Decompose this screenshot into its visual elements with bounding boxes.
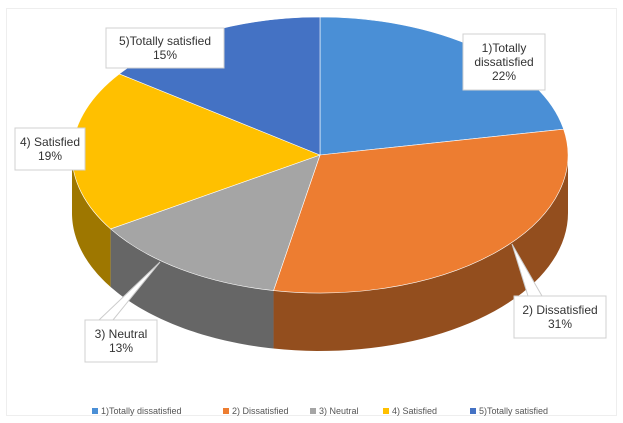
- label-category: 2) Dissatisfied: [522, 303, 597, 317]
- legend-swatch: [92, 408, 98, 414]
- legend-swatch: [383, 408, 389, 414]
- legend-swatch: [223, 408, 229, 414]
- label-value: 13%: [109, 341, 133, 355]
- callout-box: [84, 319, 158, 363]
- label-category: 4) Satisfied: [20, 135, 80, 149]
- pie-slice-3: [110, 154, 321, 291]
- legend-swatch: [470, 408, 476, 414]
- pie-side-3: [110, 228, 274, 349]
- label-category: dissatisfied: [474, 55, 533, 69]
- legend-label: 5)Totally satisfied: [479, 406, 548, 416]
- legend-item: 3) Neutral: [310, 406, 359, 416]
- callout-box: [513, 295, 607, 339]
- pie-side-2: [273, 155, 568, 351]
- legend-label: 3) Neutral: [319, 406, 359, 416]
- pie-slice-2: [273, 128, 569, 294]
- label-value: 19%: [38, 149, 62, 163]
- legend-label: 1)Totally dissatisfied: [101, 406, 182, 416]
- legend-swatch: [310, 408, 316, 414]
- legend-item: 4) Satisfied: [383, 406, 437, 416]
- legend-label: 4) Satisfied: [392, 406, 437, 416]
- legend-item: 2) Dissatisfied: [223, 406, 289, 416]
- label-value: 15%: [153, 48, 177, 62]
- legend: 1)Totally dissatisfied 2) Dissatisfied 3) …: [92, 406, 548, 416]
- pie-side-4: [72, 155, 111, 287]
- label-category: 5)Totally satisfied: [119, 34, 211, 48]
- label-value: 22%: [492, 69, 516, 83]
- pie-sides: [72, 155, 568, 351]
- label-category: 1)Totally: [482, 41, 527, 55]
- legend-item: 5)Totally satisfied: [470, 406, 548, 416]
- legend-label: 2) Dissatisfied: [232, 406, 289, 416]
- callout-box: [14, 127, 86, 171]
- legend-item: 1)Totally dissatisfied: [92, 406, 182, 416]
- callout-box: [105, 27, 225, 69]
- label-category: 3) Neutral: [95, 327, 148, 341]
- label-value: 31%: [548, 317, 572, 331]
- callout-box: [462, 33, 546, 91]
